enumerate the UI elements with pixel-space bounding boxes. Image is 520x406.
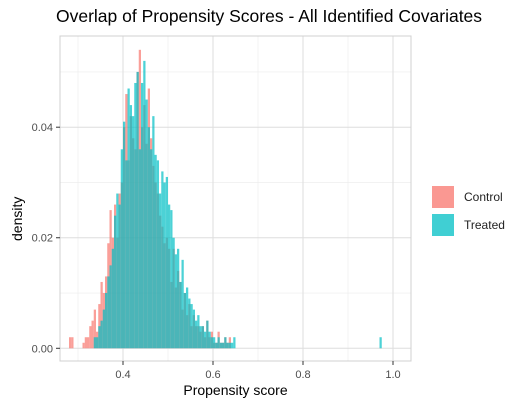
bar-treated [195,320,198,349]
bar-treated [156,160,159,349]
bar-treated [213,337,216,349]
y-axis-label: density [9,196,25,241]
bar-treated [233,337,236,349]
legend-key-treated [432,214,454,236]
bar-treated [102,309,105,349]
bar-treated [129,105,132,349]
bar-treated [188,298,191,349]
bar-treated [177,248,180,349]
bar-control [89,326,92,349]
bar-control [91,320,94,349]
bar-treated [120,149,123,349]
bar-treated [154,154,157,349]
bar-treated [226,342,229,349]
bar-treated [170,210,173,349]
bar-treated [197,315,200,349]
axes: 0.4 0.6 0.8 1.0 0.00 0.02 0.04 [32,35,412,381]
plot-border [59,35,412,362]
bar-treated [231,342,234,349]
bar-treated [96,337,99,349]
bar-treated [93,337,96,349]
bar-treated [134,82,137,349]
bar-treated [206,320,209,349]
bar-treated [123,121,126,349]
bar-treated [147,127,150,349]
x-axis-label: Propensity score [183,382,288,398]
bar-treated [210,337,213,349]
bar-treated [208,331,211,349]
bar-treated [228,342,231,349]
bar-treated [141,82,144,349]
bar-treated [152,116,155,349]
bar-treated [192,309,195,349]
bar-treated [201,326,204,349]
bar-control [82,342,85,349]
bar-control [71,337,74,349]
bar-treated [145,99,148,349]
legend-key-control [432,186,454,208]
bar-treated [100,320,103,349]
bar-treated [159,193,162,349]
bar-treated [114,215,117,349]
bar-treated [163,182,166,349]
bar-treated [183,293,186,349]
bar-treated [98,326,101,349]
y-tick-label: 0.04 [32,122,53,134]
legend-item-control: Control [432,185,505,209]
bar-treated [219,342,222,349]
y-tick-label: 0.02 [32,233,53,245]
bar-treated [116,193,119,349]
bar-treated [150,149,153,349]
bar-treated [109,265,112,349]
legend-label-control: Control [464,190,503,204]
bar-treated [168,204,171,349]
bar-treated [204,331,207,349]
bar-treated [179,281,182,349]
bar-treated [215,342,218,349]
bar-treated [199,326,202,349]
legend-label-treated: Treated [464,218,505,232]
bar-treated [107,276,110,349]
bar-treated [190,304,193,349]
legend: Control Treated [432,185,505,241]
bar-control [69,337,72,349]
bar-treated [118,204,121,349]
bar-treated [143,60,146,349]
bar-treated [136,71,139,349]
bar-treated [379,337,382,349]
bar-treated [125,160,128,349]
bar-treated [111,248,114,349]
x-tick-label: 1.0 [385,369,400,381]
bar-treated [138,149,141,349]
bar-treated [224,337,227,349]
x-tick-label: 0.6 [205,369,220,381]
bar-control [100,281,103,349]
bar-treated [181,259,184,349]
bar-treated [174,254,177,349]
bar-treated [217,337,220,349]
bar-treated [186,287,189,349]
legend-item-treated: Treated [432,213,505,237]
bar-control [87,337,90,349]
x-tick-label: 0.4 [115,369,130,381]
bar-treated [222,342,225,349]
bar-control [84,337,87,349]
bar-control [93,309,96,349]
chart-title: Overlap of Propensity Scores - All Ident… [56,6,483,26]
bar-treated [127,88,130,349]
bars [69,49,382,349]
bar-treated [105,293,108,349]
bar-treated [161,171,164,349]
x-tick-label: 0.8 [295,369,310,381]
bar-treated [172,237,175,349]
bar-treated [165,176,168,349]
y-tick-label: 0.00 [32,343,53,355]
bar-treated [132,116,135,349]
